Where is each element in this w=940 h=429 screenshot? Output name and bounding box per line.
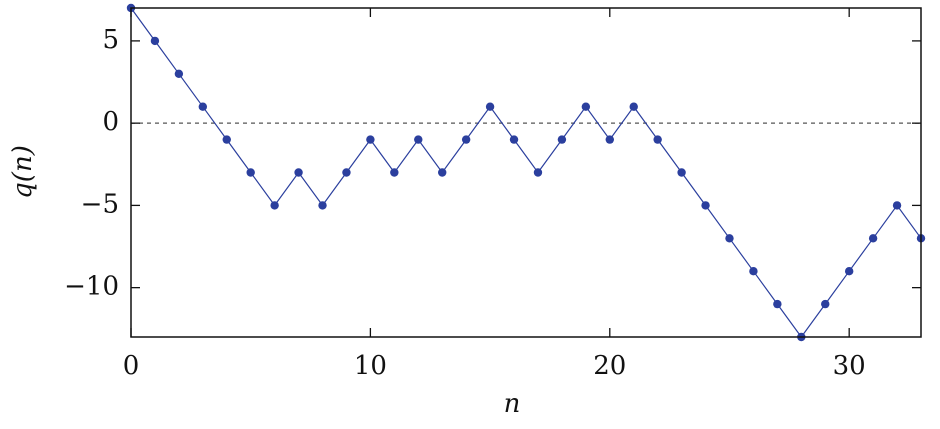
data-point <box>581 102 591 111</box>
x-tick-label: 30 <box>833 351 866 381</box>
data-point <box>629 102 638 111</box>
x-tick-label: 20 <box>593 351 626 381</box>
data-point <box>892 201 902 210</box>
data-point <box>605 135 614 144</box>
y-tick-label: −5 <box>81 189 119 219</box>
data-point <box>246 168 255 177</box>
data-point <box>557 135 567 144</box>
x-axis-label: n <box>504 389 521 419</box>
data-point <box>222 135 231 144</box>
data-point <box>725 234 734 243</box>
data-point <box>844 267 854 276</box>
y-axis-label: q(n) <box>8 145 38 199</box>
y-tick-label: 0 <box>102 107 119 137</box>
data-point <box>438 168 447 177</box>
data-point <box>485 102 495 111</box>
data-point <box>821 299 830 309</box>
plot-frame <box>130 7 922 338</box>
data-point <box>342 168 351 177</box>
data-point <box>390 168 399 177</box>
data-point <box>533 168 543 177</box>
data-point <box>677 168 686 177</box>
data-point <box>270 201 279 210</box>
data-point <box>773 299 782 309</box>
data-point <box>366 135 375 144</box>
y-tick-label: −10 <box>64 272 119 302</box>
x-tick-label: 0 <box>123 351 140 381</box>
data-point <box>294 168 303 177</box>
data-point <box>653 135 662 144</box>
data-point <box>701 201 710 210</box>
data-point <box>150 36 160 46</box>
data-point <box>749 267 758 276</box>
data-point <box>509 135 519 144</box>
data-point <box>461 135 471 144</box>
data-point <box>414 135 423 144</box>
y-tick-label: 5 <box>102 25 119 55</box>
data-point <box>318 201 327 210</box>
data-point <box>198 102 208 111</box>
data-line <box>130 7 922 339</box>
data-point <box>174 69 184 79</box>
data-point <box>868 234 878 243</box>
x-tick-label: 10 <box>354 351 387 381</box>
